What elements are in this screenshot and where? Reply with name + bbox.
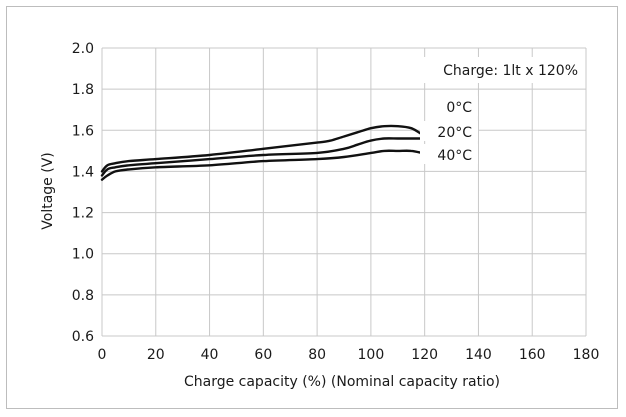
series-line-2 [100,149,424,181]
x-tick-label: 180 [573,347,600,363]
grid [101,47,587,337]
x-tick-label: 60 [254,347,272,363]
x-tick-label: 80 [308,347,326,363]
y-tick-label: 0.6 [72,329,94,345]
y-tick-label: 1.0 [72,247,94,263]
series-line-0 [100,124,424,173]
x-axis-title: Charge capacity (%) (Nominal capacity ra… [184,374,500,390]
y-tick-label: 1.6 [72,123,94,139]
y-tick-label: 1.4 [72,164,94,180]
y-axis-ticks: 0.6 0.8 1.0 1.2 1.4 1.6 1.8 2.0 [72,41,94,345]
label-bg-0c [432,96,478,116]
y-tick-label: 1.8 [72,82,94,98]
y-axis-title: Voltage (V) [40,152,56,229]
x-tick-label: 160 [519,347,546,363]
y-tick-label: 1.2 [72,206,94,222]
series-label-0c: 0°C [446,100,472,116]
series-lines [100,124,424,181]
y-tick-label: 0.8 [72,288,94,304]
series-label-20c: 20°C [437,125,472,141]
x-tick-label: 40 [201,347,219,363]
annotation-background [405,57,585,83]
label-bg-40c [420,144,478,164]
x-tick-label: 120 [411,347,438,363]
x-tick-label: 20 [147,347,165,363]
series-label-40c: 40°C [437,148,472,164]
x-tick-label: 140 [465,347,492,363]
y-tick-label: 2.0 [72,41,94,57]
series-line-1 [100,137,424,177]
chart-annotation: Charge: 1lt x 120% [443,63,578,79]
x-tick-label: 100 [358,347,385,363]
label-bg-20c [420,121,478,141]
x-tick-label: 0 [98,347,107,363]
x-axis-ticks: 0 20 40 60 80 100 120 140 160 180 [98,347,600,363]
